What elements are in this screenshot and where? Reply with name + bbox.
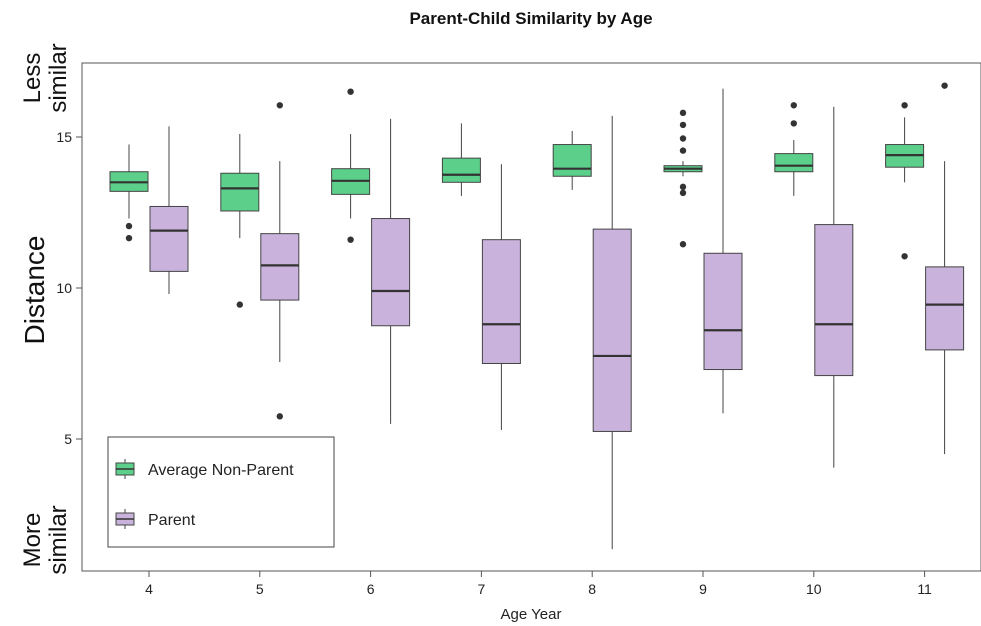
outlier-point (679, 241, 687, 248)
box-group (481, 164, 521, 430)
outlier-point (790, 120, 797, 127)
box-group (441, 123, 481, 196)
outlier-point (901, 253, 908, 260)
legend-label: Parent (148, 512, 196, 529)
box-group (331, 88, 371, 243)
outlier-point (679, 183, 687, 191)
box-group (552, 130, 592, 190)
y-annotation-bottom-line1: More (19, 513, 46, 568)
box (703, 252, 743, 371)
legend-frame (107, 436, 335, 548)
outlier-point (347, 88, 354, 95)
x-tick-label: 4 (145, 581, 153, 597)
x-tick-label: 9 (699, 581, 707, 597)
y-tick-label: 15 (56, 129, 72, 145)
x-tick-label: 7 (478, 581, 486, 597)
box (925, 266, 965, 351)
outlier-point (125, 234, 133, 242)
chart-title: Parent-Child Similarity by Age (409, 9, 652, 28)
box (441, 157, 481, 183)
outlier-point (276, 102, 283, 109)
y-axis: 5 10 15 (56, 129, 82, 447)
x-tick-label: 11 (917, 581, 932, 597)
outlier-point (941, 82, 948, 89)
outlier-point (276, 413, 283, 420)
outlier-point (679, 147, 687, 154)
outlier-point (901, 102, 908, 109)
box-group (260, 102, 300, 420)
outlier-point (679, 135, 687, 142)
box (814, 224, 854, 377)
y-axis-label: Distance (19, 236, 50, 345)
box-group (925, 82, 965, 455)
outlier-point (236, 301, 243, 308)
box (552, 144, 592, 177)
x-tick-label: 10 (806, 581, 822, 597)
outlier-point (679, 121, 687, 129)
box-group (774, 102, 814, 196)
box (149, 205, 189, 272)
box-group (220, 133, 260, 308)
legend: Average Non-Parent Parent (107, 436, 335, 548)
outlier-point (347, 236, 354, 243)
outlier-point (679, 189, 687, 197)
box (371, 218, 411, 327)
y-tick-label: 10 (56, 280, 72, 296)
box (220, 172, 260, 212)
legend-item: Parent (115, 509, 196, 529)
outlier-point (679, 109, 687, 117)
box-group (109, 144, 149, 242)
box (481, 239, 521, 364)
x-axis-label: Age Year (501, 606, 562, 623)
outlier-point (125, 222, 133, 230)
x-tick-label: 5 (256, 581, 264, 597)
box (774, 153, 814, 173)
box-group (703, 88, 743, 414)
box-group (149, 126, 189, 295)
box (260, 233, 300, 301)
y-annotation-top-line1: Less (19, 53, 46, 104)
legend-item: Average Non-Parent (115, 459, 294, 479)
box-group (371, 118, 411, 424)
box-series (109, 82, 965, 550)
x-axis: 4 5 6 7 8 9 10 11 (145, 571, 932, 597)
plot-frame (81, 62, 981, 572)
box-group (885, 102, 925, 260)
y-tick-label: 5 (64, 431, 72, 447)
box-group (814, 106, 854, 468)
box (592, 228, 632, 432)
box-group (592, 115, 632, 550)
x-tick-label: 8 (588, 581, 596, 597)
y-annotation-top-line2: similar (45, 43, 72, 112)
box-group (663, 109, 703, 248)
legend-label: Average Non-Parent (148, 462, 294, 479)
x-tick-label: 6 (367, 581, 375, 597)
outlier-point (790, 102, 797, 109)
y-annotation-bottom-line2: similar (45, 505, 72, 574)
